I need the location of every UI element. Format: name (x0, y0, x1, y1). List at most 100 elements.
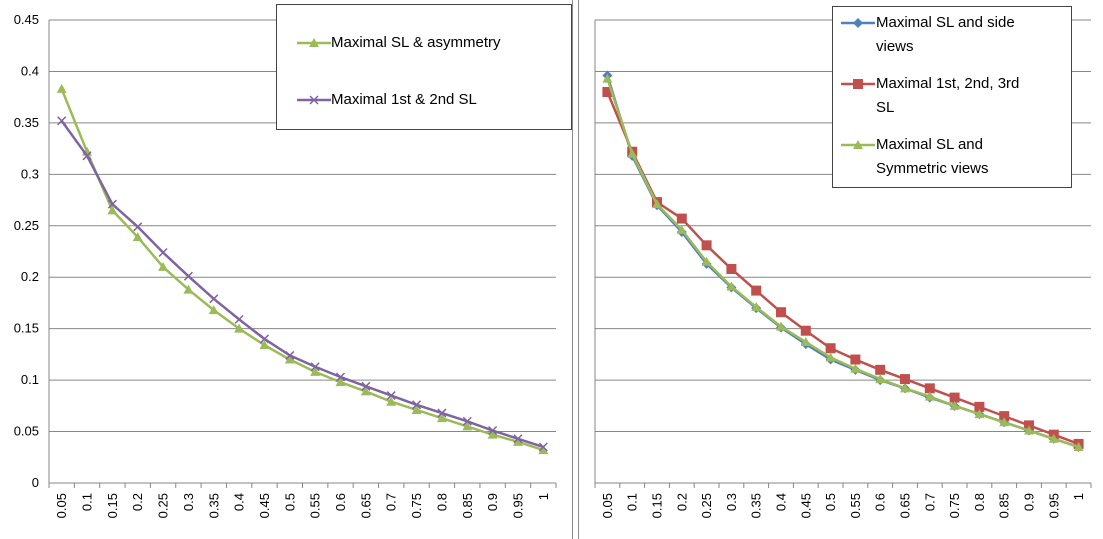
x-tick-label: 0.6 (873, 493, 888, 511)
triangle-marker-icon (841, 140, 875, 149)
x-tick-label: 0.2 (130, 493, 145, 511)
data-point (1024, 425, 1034, 435)
x-tick-label: 0.4 (774, 493, 789, 511)
data-point (949, 392, 960, 403)
series-line (606, 78, 1079, 449)
data-point (132, 232, 143, 242)
x-tick-label: 0.8 (434, 493, 449, 511)
series-maximal-1st-2nd-sl (57, 116, 548, 452)
series-line (60, 88, 544, 452)
data-point (487, 429, 498, 439)
data-point (360, 386, 371, 396)
x-tick-label: 0.85 (460, 493, 475, 518)
x-tick-label: 0.2 (674, 493, 689, 511)
data-point (335, 377, 346, 387)
series-line (60, 120, 544, 449)
x-tick-label: 0.25 (156, 493, 171, 518)
diamond-marker-icon (841, 18, 875, 28)
x-tick-label: 0.95 (510, 493, 525, 518)
chart-right-panel: 0.05 0.1 0.15 0.2 0.25 0.3 0.35 0.4 0.45 0.5 0.55 0… (578, 0, 1103, 539)
data-point (726, 281, 737, 291)
data-point (850, 363, 861, 373)
data-point (183, 284, 194, 294)
x-tick-label: 0.5 (823, 493, 838, 511)
x-tick-label: 1 (536, 493, 551, 500)
data-point (751, 285, 762, 296)
triangle-marker-icon (297, 38, 331, 47)
y-tick-label: 0.3 (21, 166, 39, 181)
data-point (82, 151, 92, 161)
data-point (208, 305, 219, 315)
data-point (335, 372, 346, 382)
data-point (850, 354, 861, 365)
data-point (726, 263, 737, 274)
data-point (361, 381, 371, 391)
data-point (676, 213, 687, 224)
x-tick-label: 0.25 (699, 493, 714, 518)
data-point (209, 294, 219, 304)
data-point (158, 261, 169, 271)
data-point (538, 445, 549, 455)
x-tick-label: 0.05 (54, 493, 69, 518)
legend-item-maximal-sl-asymmetry: Maximal SL & asymmetry (277, 33, 571, 53)
legend-item-maximal-1st-2nd-sl: Maximal 1st & 2nd SL (277, 90, 571, 110)
data-point (310, 362, 320, 372)
x-tick-label: 0.55 (308, 493, 323, 518)
data-point (1024, 420, 1034, 431)
legend-item-maximal-sl-side-views: Maximal SL and side views (833, 13, 1071, 57)
x-tick-label: 0.6 (333, 493, 348, 511)
data-point (949, 400, 960, 410)
y-tick-label: 0.15 (14, 321, 39, 336)
legend-label: Maximal 1st & 2nd SL (331, 91, 477, 108)
data-point (386, 391, 396, 401)
data-point (999, 411, 1010, 422)
legend-right: Maximal SL and side views Maximal 1st, 2… (832, 6, 1072, 188)
data-point (999, 417, 1010, 427)
data-point (386, 396, 397, 406)
data-point (900, 374, 910, 385)
data-point (183, 271, 193, 281)
x-tick-label: 0.7 (922, 493, 937, 511)
data-point (412, 400, 422, 410)
data-point (133, 222, 143, 232)
data-point (924, 391, 935, 401)
x-tick-label: 0.75 (947, 493, 962, 518)
data-point (56, 83, 67, 93)
x-tick-label: 0.4 (232, 493, 247, 511)
y-tick-label: 0.2 (21, 269, 39, 284)
legend-left: Maximal SL & asymmetry Maximal 1st & 2nd… (276, 4, 572, 130)
data-point (462, 421, 473, 431)
chart-right: 0.05 0.1 0.15 0.2 0.25 0.3 0.35 0.4 0.45 0.5 0.55 0… (594, 19, 1092, 518)
data-point (825, 343, 836, 354)
data-point (676, 224, 687, 234)
x-tick-label: 0.3 (181, 493, 196, 511)
data-point (751, 302, 762, 312)
x-tick-label: 0.45 (257, 493, 272, 518)
x-tick-label: 0.55 (848, 493, 863, 518)
legend-label: Maximal 1st, 2nd, 3rd (876, 75, 1020, 92)
x-tick-label: 0.75 (409, 493, 424, 518)
data-point (436, 413, 447, 423)
x-tick-label: 0.35 (749, 493, 764, 518)
data-point (488, 425, 498, 436)
data-point (158, 247, 168, 258)
chart-left-panel: 0 0.05 0.1 0.15 0.2 0.25 0.3 0.35 0.4 0.45 0.05 0.1… (13, 0, 573, 539)
data-point (602, 87, 613, 98)
data-point (462, 416, 472, 426)
data-point (602, 73, 613, 83)
data-point (800, 337, 811, 347)
x-tick-label: 0.15 (650, 493, 665, 518)
x-tick-label: 0.15 (105, 493, 120, 518)
y-tick-label: 0.35 (14, 115, 39, 130)
data-point (259, 340, 270, 350)
data-point (107, 199, 117, 209)
y-tick-label: 0.4 (21, 63, 39, 78)
data-point (259, 334, 270, 344)
data-point (57, 116, 67, 126)
x-tick-label: 0.1 (625, 493, 640, 511)
x-tick-label: 0.3 (724, 493, 739, 511)
data-point (234, 314, 244, 324)
x-tick-label: 0.5 (282, 493, 297, 511)
data-point (800, 325, 811, 336)
data-point (875, 374, 886, 384)
